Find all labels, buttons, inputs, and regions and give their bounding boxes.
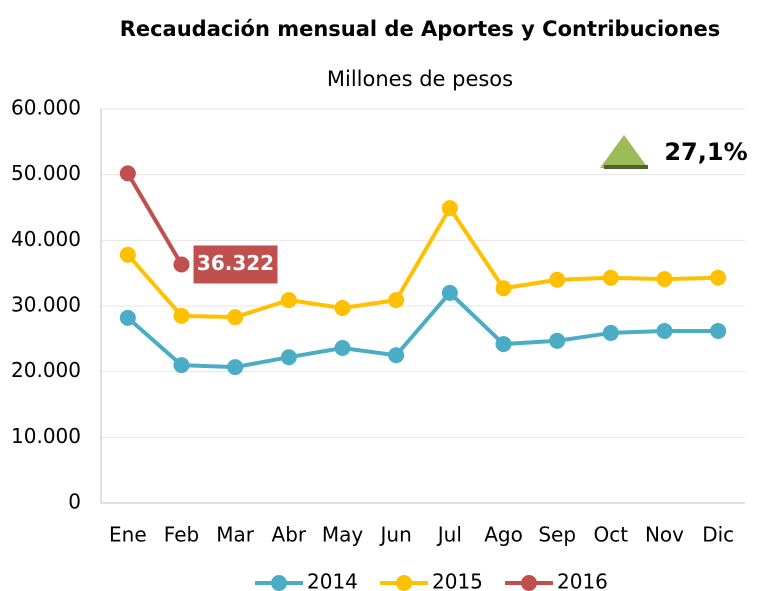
y-tick-label: 20.000 bbox=[11, 358, 81, 382]
x-tick-label: Abr bbox=[272, 523, 307, 547]
y-tick-label: 0 bbox=[68, 490, 81, 514]
legend-label: 2015 bbox=[432, 570, 483, 591]
x-tick-label: Jul bbox=[436, 523, 462, 547]
data-point bbox=[119, 309, 136, 326]
data-point bbox=[441, 200, 458, 217]
data-point bbox=[602, 269, 619, 286]
data-point bbox=[710, 322, 727, 339]
data-point bbox=[173, 256, 190, 273]
data-label-box bbox=[193, 245, 278, 284]
x-tick-label: Feb bbox=[164, 523, 199, 547]
data-point bbox=[388, 292, 405, 309]
x-tick-label: Ago bbox=[484, 523, 523, 547]
data-point bbox=[602, 324, 619, 341]
data-point bbox=[441, 284, 458, 301]
legend-marker bbox=[396, 575, 412, 591]
y-tick-label: 40.000 bbox=[11, 227, 81, 251]
series-line bbox=[126, 206, 719, 320]
x-tick-label: Dic bbox=[702, 523, 734, 547]
data-point bbox=[227, 309, 244, 326]
x-tick-label: Nov bbox=[645, 523, 684, 547]
data-point bbox=[280, 292, 297, 309]
data-point bbox=[119, 165, 136, 182]
data-point bbox=[173, 307, 190, 324]
data-point bbox=[280, 349, 297, 366]
x-tick-label: May bbox=[322, 523, 364, 547]
data-point bbox=[495, 280, 512, 297]
data-point bbox=[334, 340, 351, 357]
y-tick-label: 50.000 bbox=[11, 161, 81, 185]
x-tick-label: Oct bbox=[594, 523, 629, 547]
x-tick-label: Mar bbox=[216, 523, 255, 547]
data-point bbox=[656, 271, 673, 288]
chart-title: Recaudación mensual de Aportes y Contrib… bbox=[120, 17, 721, 41]
legend-marker bbox=[521, 575, 537, 591]
x-tick-label: Jun bbox=[379, 523, 412, 547]
annotation-icon bbox=[600, 135, 648, 168]
data-point bbox=[656, 322, 673, 339]
y-tick-label: 10.000 bbox=[11, 424, 81, 448]
series-line bbox=[126, 172, 184, 266]
data-point bbox=[549, 332, 566, 349]
chart-subtitle: Millones de pesos bbox=[327, 67, 513, 91]
data-point bbox=[549, 271, 566, 288]
legend-label: 2016 bbox=[557, 570, 608, 591]
data-point bbox=[495, 336, 512, 353]
data-point bbox=[334, 299, 351, 316]
data-point bbox=[388, 347, 405, 364]
legend-label: 2014 bbox=[307, 570, 358, 591]
data-point bbox=[227, 359, 244, 376]
legend-marker bbox=[271, 575, 287, 591]
annotation-icon-base bbox=[604, 165, 648, 169]
x-tick-label: Sep bbox=[538, 523, 576, 547]
data-point bbox=[119, 246, 136, 263]
data-point bbox=[710, 269, 727, 286]
data-point bbox=[173, 357, 190, 374]
series-line bbox=[126, 290, 719, 370]
x-tick-label: Ene bbox=[109, 523, 147, 547]
annotation: 27,1% bbox=[664, 138, 747, 166]
y-tick-label: 30.000 bbox=[11, 293, 81, 317]
data-label: 36.322 bbox=[197, 251, 274, 275]
y-tick-label: 60.000 bbox=[11, 96, 81, 120]
